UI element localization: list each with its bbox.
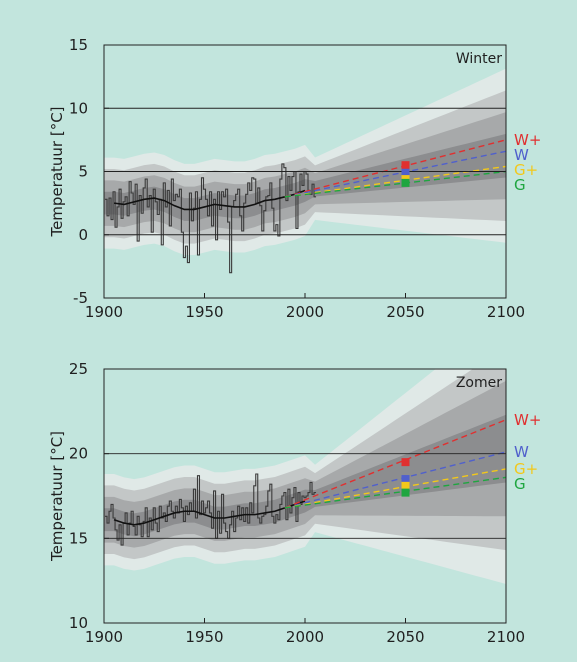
scenario-label-W: W <box>514 443 529 461</box>
y-tick-label: 25 <box>69 360 88 378</box>
scenario-marker-G <box>401 488 410 497</box>
uncertainty-band <box>104 133 506 221</box>
x-tick-label: 1950 <box>185 628 223 646</box>
scenario-marker-W <box>401 168 410 177</box>
y-tick-label: 0 <box>78 226 88 244</box>
y-axis-label: Temperatuur [°C] <box>48 431 66 562</box>
scenario-label-G+: G+ <box>514 161 538 179</box>
smoothed-trend <box>113 500 306 526</box>
scenario-label-W+: W+ <box>514 131 541 149</box>
scenario-label-W+: W+ <box>514 411 541 429</box>
x-tick-label: 2100 <box>487 303 525 321</box>
x-tick-label: 2100 <box>487 628 525 646</box>
y-tick-label: 20 <box>69 445 88 463</box>
y-tick-label: 5 <box>78 163 88 181</box>
x-tick-label: 1900 <box>85 303 123 321</box>
panel-title: Zomer <box>456 375 502 391</box>
summer-panel: 1900 1950 2000 2050 2100 10 15 20 25 Temperatuur … <box>48 360 541 646</box>
scenario-label-G+: G+ <box>514 460 538 478</box>
uncertainty-band <box>104 414 506 537</box>
scenario-marker-W+ <box>401 458 410 467</box>
y-tick-label: -5 <box>73 289 88 307</box>
y-axis-label: Temperatuur [°C] <box>48 106 66 237</box>
scenario-label-W: W <box>514 146 529 164</box>
scenario-marker-W+ <box>401 161 410 170</box>
scenario-label-G: G <box>514 475 526 493</box>
scenario-line-G+ <box>284 468 506 509</box>
scenario-marker-W <box>401 475 410 484</box>
observed-series <box>105 163 317 274</box>
x-tick-label: 1900 <box>85 628 123 646</box>
y-tick-label: 10 <box>69 99 88 117</box>
panel-title: Winter <box>456 51 502 67</box>
y-tick-label: 10 <box>69 614 88 632</box>
x-tick-label: 2000 <box>286 303 324 321</box>
scenario-marker-G <box>401 178 410 187</box>
y-tick-label: 15 <box>69 36 88 54</box>
scenario-line-G <box>284 476 506 509</box>
y-tick-label: 15 <box>69 529 88 547</box>
scenario-line-G <box>284 170 506 198</box>
x-tick-label: 2050 <box>386 628 424 646</box>
winter-panel: 1900 1950 2000 2050 2100 -5 0 5 10 15 Temperatuur … <box>48 36 541 321</box>
observed-series <box>105 473 317 546</box>
scenario-line-W <box>284 150 506 198</box>
x-tick-label: 2000 <box>286 628 324 646</box>
scenario-line-W <box>284 451 506 509</box>
smoothed-trend <box>113 189 306 211</box>
scenario-line-W+ <box>284 139 506 198</box>
x-tick-label: 2050 <box>386 303 424 321</box>
x-tick-label: 1950 <box>185 303 223 321</box>
scenario-marker-G+ <box>401 481 410 490</box>
scenario-label-G: G <box>514 176 526 194</box>
